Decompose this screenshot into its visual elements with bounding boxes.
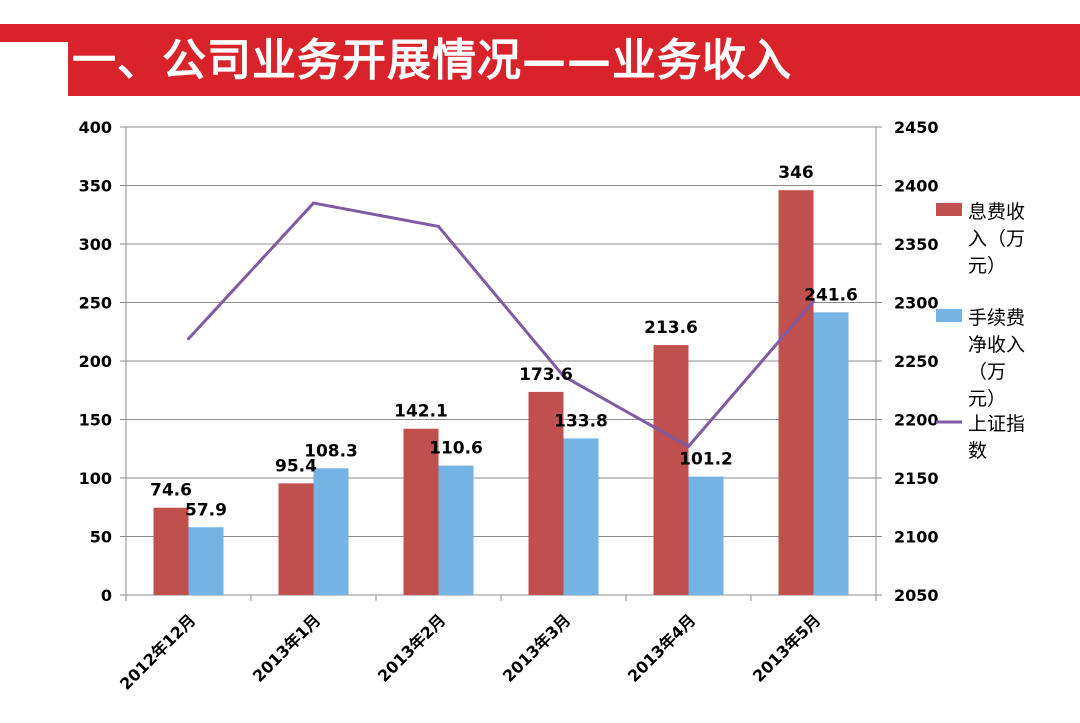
data-label: 95.4	[275, 456, 317, 476]
legend-label: 入（万	[968, 228, 1025, 250]
category-label: 2013年2月	[374, 610, 449, 685]
legend-label: 数	[968, 440, 987, 462]
bar-interest-income	[778, 190, 814, 595]
bar-fee-income	[563, 438, 599, 595]
line-point	[312, 201, 315, 205]
category-label: 2012年12月	[116, 610, 199, 693]
data-label: 133.8	[554, 411, 608, 431]
data-label: 241.6	[804, 285, 858, 305]
left-axis-tick-label: 0	[101, 586, 112, 605]
right-axis-tick-label: 2250	[894, 352, 939, 371]
data-label: 101.2	[679, 450, 733, 470]
bar-interest-income	[153, 507, 189, 595]
left-axis-tick-label: 200	[79, 352, 112, 371]
data-label: 74.6	[150, 481, 192, 501]
legend-swatch	[936, 309, 962, 322]
left-axis-tick-label: 150	[79, 411, 112, 430]
right-axis-tick-label: 2400	[894, 177, 939, 196]
title-banner-block	[68, 24, 1080, 96]
line-point	[687, 444, 690, 448]
right-axis-tick-label: 2150	[894, 469, 939, 488]
data-label: 173.6	[519, 365, 573, 385]
legend-swatch	[936, 203, 962, 216]
bar-fee-income	[688, 476, 724, 595]
bar-fee-income	[188, 527, 224, 595]
data-label: 57.9	[185, 500, 227, 520]
right-axis-tick-label: 2200	[894, 411, 939, 430]
category-label: 2013年1月	[249, 610, 324, 685]
legend-label: 净收入	[968, 334, 1025, 356]
bar-fee-income	[813, 312, 849, 595]
bar-interest-income	[528, 391, 564, 595]
line-point	[562, 374, 565, 378]
slide-title: 一、公司业务开展情况——业务收入	[72, 35, 792, 86]
data-label: 108.3	[304, 441, 358, 461]
left-axis-tick-label: 50	[90, 528, 112, 547]
line-shanghai-index	[187, 201, 815, 448]
legend-label: 息费收	[968, 201, 1025, 223]
left-axis-tick-label: 250	[79, 294, 112, 313]
left-axis-tick-label: 100	[79, 469, 112, 488]
bar-fee-income	[438, 465, 474, 595]
title-banner: 一、公司业务开展情况——业务收入	[0, 0, 1080, 100]
right-axis-tick-label: 2450	[894, 118, 939, 137]
legend-label: 上证指	[968, 413, 1025, 435]
bar-interest-income	[653, 345, 689, 595]
data-label: 346	[778, 163, 814, 183]
bar-interest-income	[278, 483, 314, 595]
category-label: 2013年5月	[749, 610, 824, 685]
bar-interest-income	[403, 428, 439, 595]
data-label: 142.1	[394, 402, 448, 422]
right-axis-tick-label: 2100	[894, 528, 939, 547]
line-point	[812, 299, 815, 303]
data-label: 213.6	[644, 318, 698, 338]
bar-fee-income	[313, 468, 349, 595]
right-axis-tick-label: 2300	[894, 294, 939, 313]
right-axis-tick-label: 2350	[894, 235, 939, 254]
data-label: 110.6	[429, 439, 483, 459]
line-point	[187, 337, 190, 341]
category-label: 2013年3月	[499, 610, 574, 685]
left-axis-tick-label: 300	[79, 235, 112, 254]
left-axis-tick-label: 400	[79, 118, 112, 137]
legend-label: （万	[968, 361, 1006, 383]
legend-label: 元）	[968, 388, 1006, 410]
category-label: 2013年4月	[624, 610, 699, 685]
line-point	[437, 224, 440, 228]
legend-label: 手续费	[968, 307, 1025, 329]
left-axis-tick-label: 350	[79, 177, 112, 196]
legend-label: 元）	[968, 255, 1006, 277]
right-axis-tick-label: 2050	[894, 586, 939, 605]
